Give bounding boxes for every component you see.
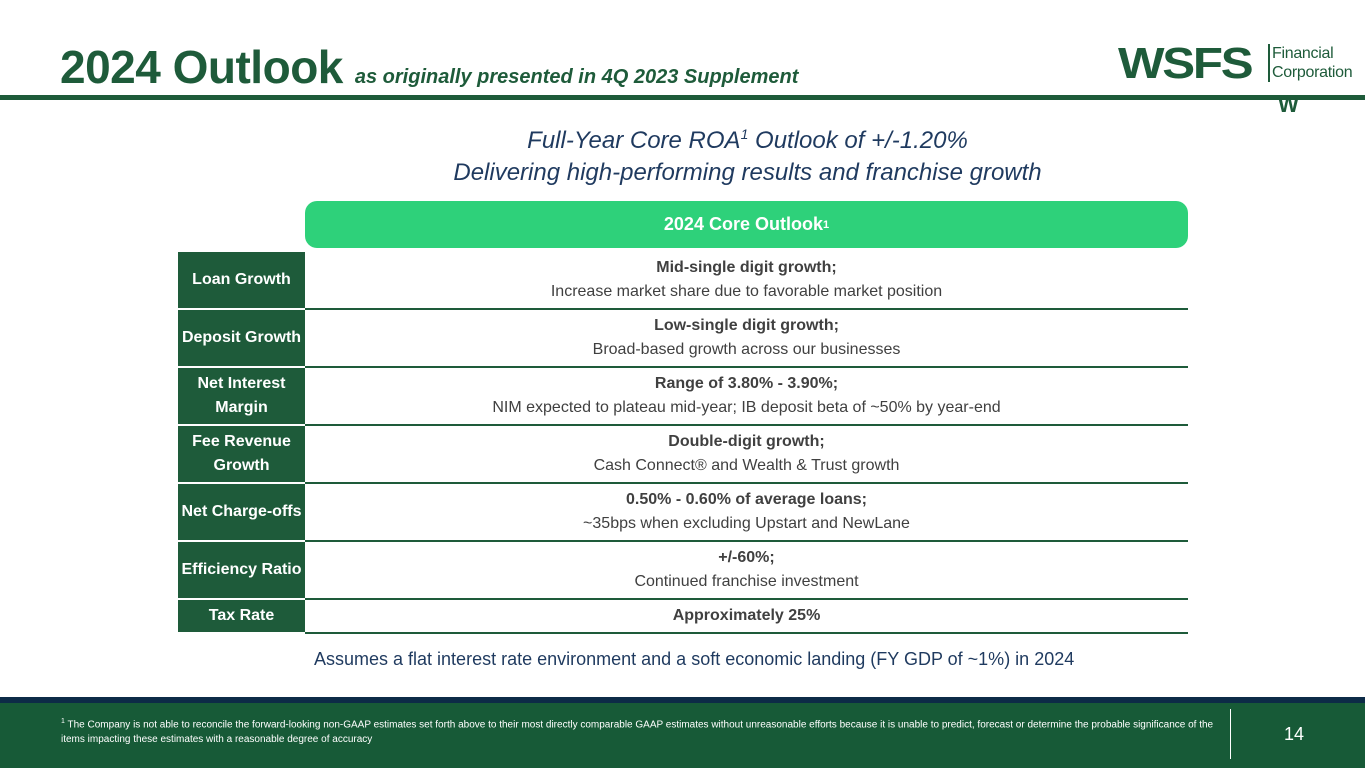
logo-emblem: W	[1278, 92, 1299, 117]
row-label: Deposit Growth	[178, 310, 305, 368]
row-value: Approximately 25%	[305, 600, 1188, 634]
outlook-header-footnote-ref: 1	[822, 218, 830, 231]
footer-divider	[1230, 709, 1231, 759]
row-value-detail: ~35bps when excluding Upstart and NewLan…	[583, 515, 910, 532]
title-rule	[0, 95, 1365, 100]
row-label: Net Interest Margin	[178, 368, 305, 426]
title-main: 2024 Outlook	[60, 41, 343, 93]
footer: 1 The Company is not able to reconcile t…	[0, 703, 1365, 768]
table-row-net-interest-margin: Net Interest Margin Range of 3.80% - 3.9…	[178, 368, 1188, 426]
table-row-fee-revenue-growth: Fee Revenue Growth Double-digit growth; …	[178, 426, 1188, 484]
footnote: 1 The Company is not able to reconcile t…	[61, 714, 1221, 747]
row-value-bold: +/-60%;	[718, 549, 775, 566]
row-value-bold: Range of 3.80% - 3.90%;	[654, 375, 839, 392]
table-row-tax-rate: Tax Rate Approximately 25%	[178, 600, 1188, 634]
row-value: +/-60%; Continued franchise investment	[305, 542, 1188, 600]
footnote-marker: 1	[61, 718, 65, 725]
row-label: Fee Revenue Growth	[178, 426, 305, 484]
row-value: 0.50% - 0.60% of average loans; ~35bps w…	[305, 484, 1188, 542]
logo-text: Financial Corporation	[1272, 44, 1353, 82]
row-value-bold: 0.50% - 0.60% of average loans;	[626, 491, 867, 508]
headline-line1-a: Full-Year Core ROA	[527, 127, 741, 154]
headline-line1: Full-Year Core ROA1 Outlook of +/-1.20%	[130, 118, 1365, 157]
outlook-header-label: 2024 Core Outlook	[663, 214, 823, 234]
row-value-detail: NIM expected to plateau mid-year; IB dep…	[492, 399, 1001, 416]
row-value-detail: Continued franchise investment	[634, 573, 859, 590]
outlook-table-header: 2024 Core Outlook 1	[305, 201, 1188, 248]
table-row-efficiency-ratio: Efficiency Ratio +/-60%; Continued franc…	[178, 542, 1188, 600]
footnote-text: The Company is not able to reconcile the…	[61, 719, 1214, 746]
row-label: Tax Rate	[178, 600, 305, 634]
row-label: Efficiency Ratio	[178, 542, 305, 600]
row-value-bold: Low-single digit growth;	[654, 317, 839, 334]
row-value: Low-single digit growth; Broad-based gro…	[305, 310, 1188, 368]
logo-divider	[1268, 44, 1270, 82]
wsfs-logo: WSFS Financial Corporation W	[1118, 39, 1353, 117]
row-value-bold: Approximately 25%	[672, 607, 821, 624]
row-value: Double-digit growth; Cash Connect® and W…	[305, 426, 1188, 484]
row-value-detail: Increase market share due to favorable m…	[550, 283, 943, 300]
page-title: 2024 Outlook as originally presented in …	[60, 40, 798, 94]
headline-line2: Delivering high-performing results and f…	[453, 159, 1042, 186]
headline-footnote-ref: 1	[740, 126, 749, 142]
logo-text-line2: Corporation	[1272, 64, 1353, 81]
headline-line1-b: Outlook of +/-1.20%	[748, 127, 968, 154]
title-subtitle: as originally presented in 4Q 2023 Suppl…	[354, 66, 799, 88]
logo-mark: WSFS	[1118, 39, 1254, 88]
headline: Full-Year Core ROA1 Outlook of +/-1.20% …	[0, 118, 1365, 189]
row-value-bold: Mid-single digit growth;	[656, 259, 837, 276]
table-row-deposit-growth: Deposit Growth Low-single digit growth; …	[178, 310, 1188, 368]
row-label: Net Charge-offs	[178, 484, 305, 542]
table-row-net-charge-offs: Net Charge-offs 0.50% - 0.60% of average…	[178, 484, 1188, 542]
page-number: 14	[1284, 724, 1305, 744]
row-value: Range of 3.80% - 3.90%; NIM expected to …	[305, 368, 1188, 426]
logo-text-line1: Financial	[1272, 45, 1334, 62]
row-value-detail: Broad-based growth across our businesses	[592, 341, 901, 358]
row-value: Mid-single digit growth; Increase market…	[305, 252, 1188, 310]
assumption-note: Assumes a flat interest rate environment…	[314, 649, 1075, 669]
row-label: Loan Growth	[178, 252, 305, 310]
table-row-loan-growth: Loan Growth Mid-single digit growth; Inc…	[178, 252, 1188, 310]
row-value-bold: Double-digit growth;	[668, 433, 825, 450]
row-value-detail: Cash Connect® and Wealth & Trust growth	[593, 457, 900, 474]
footer-accent-line	[0, 697, 1365, 703]
